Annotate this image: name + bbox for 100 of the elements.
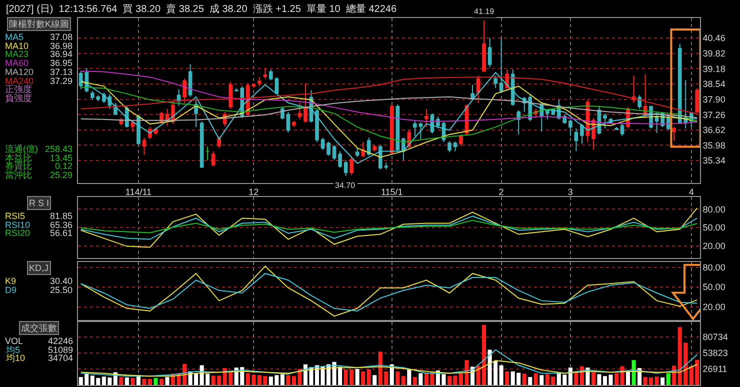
bar — [401, 376, 406, 385]
text: MA60 — [5, 58, 29, 68]
annotation: 34.70 — [335, 181, 356, 190]
y-tick-label: 39.82 — [702, 48, 726, 59]
annotation: 41.19 — [474, 7, 495, 16]
candlestick — [188, 64, 192, 98]
bar — [418, 373, 423, 385]
candlestick — [332, 144, 336, 161]
text: MA10 — [5, 41, 29, 51]
x-tick-label: 2 — [498, 186, 504, 197]
candlestick — [176, 88, 181, 106]
text: 本益比 13.45 — [5, 153, 73, 163]
text: RSI10 — [5, 220, 30, 230]
candlestick — [263, 67, 268, 80]
y-tick-label: 37.90 — [702, 94, 726, 104]
bar — [119, 377, 124, 385]
bar — [660, 377, 665, 385]
bar — [574, 372, 578, 385]
text: MA5 — [5, 32, 24, 42]
y-tick-label: 39.18 — [702, 64, 726, 74]
y-tick-label: 53823 — [702, 348, 728, 358]
text: 36.98 — [50, 41, 73, 51]
text: 30.40 — [50, 276, 73, 286]
candlestick — [326, 141, 330, 156]
x-tick-label: 3 — [568, 186, 573, 197]
candlestick — [614, 126, 618, 131]
chart-subtitle: 陳楊對數K線圖 — [9, 19, 70, 29]
y-tick-label: 37.26 — [702, 110, 726, 120]
line-series — [80, 360, 698, 377]
bar — [412, 377, 417, 385]
y-tick-label: 80.00 — [702, 204, 726, 214]
candlestick — [344, 160, 348, 176]
bar — [130, 378, 135, 385]
x-tick-label: 4 — [688, 186, 694, 197]
text: RSI20 — [5, 228, 30, 238]
candlestick — [304, 82, 308, 123]
text: 當沖比 25.29 — [5, 170, 73, 180]
candlestick — [258, 76, 262, 87]
y-tick-label: 50.00 — [702, 222, 726, 233]
bar — [597, 374, 602, 385]
candlestick — [448, 140, 452, 153]
bar — [361, 371, 366, 385]
text: D9 — [5, 285, 17, 295]
candlestick — [632, 75, 636, 104]
text: 均10 — [5, 353, 26, 363]
bar — [522, 374, 526, 385]
bar — [407, 369, 412, 385]
bar — [366, 369, 371, 385]
candlestick — [418, 122, 423, 140]
chart-title: KD,J — [29, 263, 49, 273]
bar — [632, 360, 636, 385]
text: 42246 — [48, 336, 74, 346]
y-tick-label: 50.00 — [702, 282, 726, 292]
candlestick — [366, 137, 371, 156]
bar — [372, 375, 377, 385]
candlestick — [96, 94, 100, 102]
bar — [540, 375, 544, 385]
text: 37.29 — [50, 76, 73, 86]
x-tick-label: 115/1 — [380, 186, 403, 197]
candlestick — [252, 82, 256, 88]
text: VOL — [5, 336, 24, 346]
candlestick — [654, 114, 659, 134]
candlestick — [320, 137, 325, 150]
candlestick — [160, 111, 164, 124]
text: 36.94 — [50, 49, 73, 59]
text: 65.36 — [50, 220, 73, 230]
text: MA240 — [5, 76, 34, 86]
chart-title: 成交張數 — [21, 323, 57, 333]
text: MA120 — [5, 67, 34, 77]
bar — [568, 368, 572, 385]
candlestick — [286, 111, 290, 134]
bar — [626, 370, 630, 385]
text: MA23 — [5, 49, 29, 59]
text: K9 — [5, 276, 16, 286]
bar — [286, 375, 290, 385]
bar — [396, 371, 400, 385]
bar — [355, 369, 360, 385]
candlestick — [453, 141, 458, 152]
candlestick — [620, 123, 624, 137]
candlestick — [424, 108, 428, 128]
candlestick — [476, 75, 480, 104]
line-series — [80, 96, 698, 121]
candlestick — [206, 146, 210, 161]
candlestick — [361, 142, 365, 158]
text: 券資比 0.12 — [5, 161, 73, 171]
text: 正強度 — [5, 84, 32, 94]
candlestick — [574, 128, 578, 152]
y-tick-label: 35.34 — [702, 156, 726, 166]
text: 25.50 — [50, 285, 73, 295]
candlestick — [200, 121, 204, 168]
y-tick-label: 40.46 — [702, 33, 726, 44]
y-tick-label: 35.98 — [702, 140, 726, 150]
candlestick — [516, 110, 520, 135]
candlestick — [292, 120, 296, 128]
y-tick-label: 80734 — [702, 332, 728, 342]
line-series — [80, 208, 698, 248]
y-tick-label: 80.00 — [702, 262, 726, 272]
candlestick — [182, 78, 186, 104]
x-tick-label: 114/11 — [125, 186, 152, 197]
chart-title: [2027] (日) 12:13:56.764 買 38.20 賣 38.25 成 38.20 漲跌 +1.25 單量 10 總量 42246 — [6, 3, 397, 15]
